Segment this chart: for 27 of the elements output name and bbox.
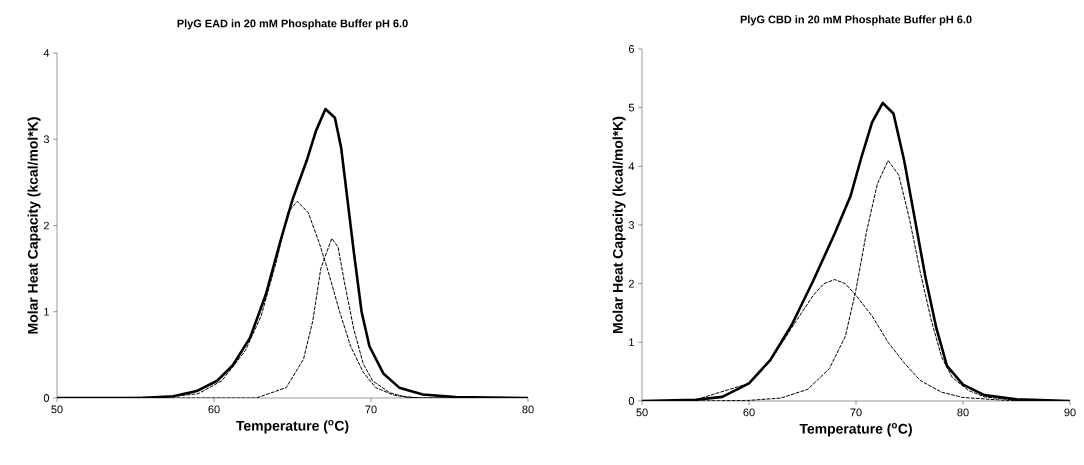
- y-tick-label: 3: [628, 221, 635, 229]
- y-tick-label: 3: [43, 135, 50, 144]
- y-tick-label: 0: [628, 397, 635, 405]
- y-tick-label: 2: [628, 279, 634, 288]
- x-tick-label: 80: [522, 405, 534, 414]
- chart-title: PlyG EAD in 20 mM Phosphate Buffer pH 6.0: [177, 19, 408, 30]
- y-tick-label: 5: [628, 103, 635, 112]
- x-tick-label: 90: [1064, 408, 1076, 417]
- x-axis-title: Temperature ($^{o}$C): [236, 420, 349, 434]
- x-tick-label: 70: [365, 405, 377, 414]
- y-axis-title: Molar Heat Capacity (kcal/mol*K): [27, 117, 41, 334]
- x-tick-label: 60: [208, 405, 220, 414]
- x-axis-title: Temperature ($^{o}$C): [799, 423, 912, 437]
- y-tick-label: 6: [628, 45, 635, 53]
- y-tick-label: 0: [43, 394, 50, 402]
- y-tick-label: 2: [43, 221, 49, 230]
- x-tick-label: 50: [636, 408, 648, 417]
- chart-title: PlyG CBD in 20 mM Phosphate Buffer pH 6.0: [740, 15, 972, 26]
- y-tick-label: 4: [628, 162, 635, 171]
- y-axis-title: Molar Heat Capacity (kcal/mol*K): [612, 116, 626, 333]
- y-tick-label: 1: [629, 338, 634, 347]
- x-tick-label: 60: [743, 408, 755, 417]
- y-tick-label: 1: [44, 307, 49, 316]
- x-tick-label: 80: [957, 408, 969, 417]
- x-tick-label: 70: [850, 408, 862, 417]
- x-tick-label: 50: [51, 405, 63, 414]
- y-tick-label: 4: [43, 49, 50, 57]
